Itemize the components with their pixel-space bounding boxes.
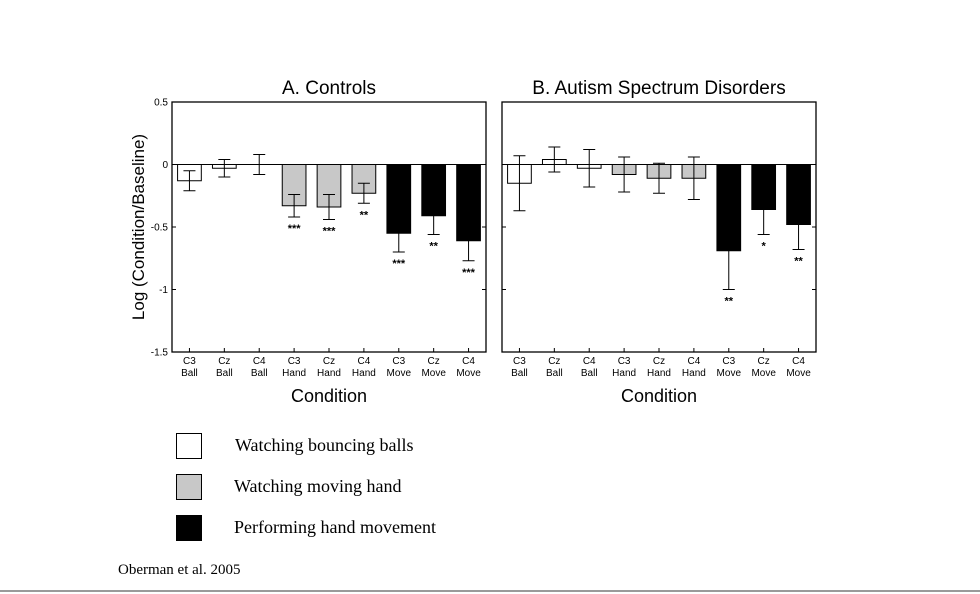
citation: Oberman et al. 2005 [118,562,241,578]
bottom-divider [0,590,980,592]
x-tick-label: Hand [282,368,306,379]
legend-swatch-watching-hand [176,474,202,500]
x-tick-label: C4 [357,356,370,367]
x-tick-label: Ball [251,368,268,379]
x-tick-label: Cz [428,356,440,367]
significance-label: *** [462,267,476,279]
plot-frame [501,101,817,353]
legend-label: Performing hand movement [234,517,436,537]
x-axis-label: Condition [291,386,367,406]
y-tick-label: 0 [162,160,168,171]
x-tick-label: Cz [548,356,560,367]
y-tick-label: -1 [159,285,168,296]
x-tick-label: C3 [618,356,631,367]
significance-label: *** [288,223,302,235]
chart-title: B. Autism Spectrum Disorders [532,78,785,99]
significance-label: * [762,241,767,253]
x-tick-label: Cz [653,356,665,367]
x-tick-label: C3 [288,356,301,367]
y-tick-label: -1.5 [151,348,169,359]
y-tick-label: 0.5 [154,98,168,109]
x-tick-label: C4 [792,356,805,367]
x-tick-label: Cz [758,356,770,367]
x-tick-label: Hand [612,368,636,379]
legend-label: Watching bouncing balls [235,435,414,455]
x-tick-label: C3 [513,356,526,367]
significance-label: ** [429,241,438,253]
x-tick-label: Move [717,368,742,379]
x-tick-label: Hand [647,368,671,379]
x-tick-label: Move [456,368,481,379]
x-tick-label: Move [786,368,811,379]
chart-title: A. Controls [282,78,376,99]
x-tick-label: C4 [462,356,475,367]
significance-label: ** [360,209,369,221]
legend-swatch-watching-balls [176,433,202,459]
x-tick-label: C3 [392,356,405,367]
legend-swatch-performing [176,515,202,541]
x-tick-label: C4 [687,356,700,367]
x-tick-label: Move [421,368,446,379]
x-tick-label: Hand [352,368,376,379]
significance-label: ** [724,296,733,308]
x-tick-label: C3 [722,356,735,367]
y-tick-label: -0.5 [151,223,169,234]
x-tick-label: Ball [581,368,598,379]
significance-label: *** [323,226,337,238]
y-axis-label: Log (Condition/Baseline) [129,134,148,320]
x-tick-label: Cz [323,356,335,367]
legend-label: Watching moving hand [234,476,402,496]
x-tick-label: C4 [253,356,266,367]
x-tick-label: Hand [317,368,341,379]
x-tick-label: Ball [181,368,198,379]
x-tick-label: Hand [682,368,706,379]
x-tick-label: Move [387,368,412,379]
x-tick-label: C4 [583,356,596,367]
significance-label: *** [392,258,406,270]
x-tick-label: Ball [216,368,233,379]
x-tick-label: Cz [218,356,230,367]
x-tick-label: C3 [183,356,196,367]
x-tick-label: Ball [511,368,528,379]
x-axis-label: Condition [621,386,697,406]
x-tick-label: Move [751,368,776,379]
significance-label: ** [794,256,803,268]
x-tick-label: Ball [546,368,563,379]
